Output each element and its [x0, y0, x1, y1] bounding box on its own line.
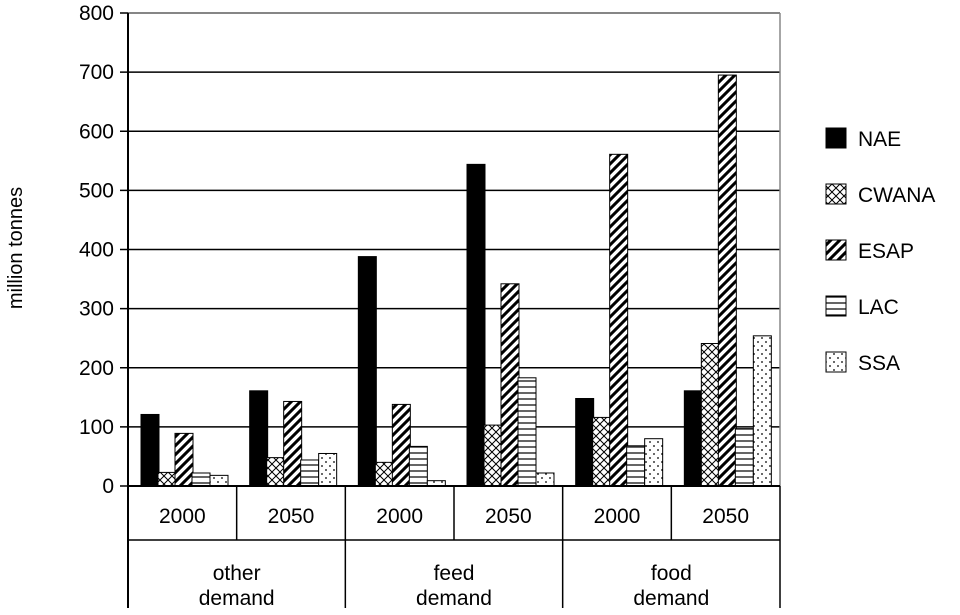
x-year-label: 2000: [594, 505, 641, 528]
bar-lac: [191, 472, 211, 487]
bar-lac: [626, 445, 646, 487]
bar-lac: [734, 428, 754, 487]
y-tick-label: 400: [79, 239, 114, 262]
legend-swatch-nae: [825, 127, 847, 149]
legend-label-cwana: CWANA: [858, 184, 935, 207]
x-year-label: 2000: [159, 505, 206, 528]
x-year-label: 2050: [268, 505, 315, 528]
bar-cwana: [157, 471, 177, 487]
bar-esap: [717, 74, 737, 487]
y-tick-label: 500: [79, 179, 114, 202]
bar-nae: [249, 390, 269, 487]
bar-lac: [408, 445, 428, 487]
bars: [140, 74, 772, 487]
x-group-label: demand: [633, 587, 709, 610]
bar-esap: [283, 400, 303, 487]
grid-lines: [128, 12, 780, 428]
bar-ssa: [752, 335, 772, 487]
y-tick-labels: 0 100 200 300 400 500 600 700 800: [79, 2, 114, 498]
y-tick-label: 300: [79, 298, 114, 321]
bar-cwana: [483, 424, 503, 487]
legend-label-nae: NAE: [858, 128, 901, 151]
y-tick-label: 700: [79, 61, 114, 84]
legend-swatch-cwana: [825, 183, 847, 205]
bar-lac: [300, 459, 320, 487]
bar-esap: [500, 283, 520, 487]
bar-cwana: [266, 457, 286, 487]
y-axis-label: million tonnes: [5, 187, 27, 309]
x-group-label: food: [651, 562, 692, 585]
axes: [120, 12, 781, 608]
x-group-label: demand: [416, 587, 492, 610]
bar-ssa: [644, 438, 664, 487]
legend-label-ssa: SSA: [858, 352, 900, 375]
x-year-label: 2000: [376, 505, 423, 528]
bar-nae: [466, 163, 486, 487]
bar-esap: [174, 432, 194, 487]
x-group-label: demand: [199, 587, 275, 610]
bar-ssa: [209, 474, 229, 487]
y-tick-label: 100: [79, 416, 114, 439]
x-year-label: 2050: [702, 505, 749, 528]
legend-swatch-ssa: [825, 351, 847, 373]
y-tick-label: 200: [79, 357, 114, 380]
y-tick-label: 800: [79, 2, 114, 25]
y-tick-label: 0: [102, 475, 114, 498]
bar-nae: [140, 413, 160, 487]
bar-esap: [391, 403, 411, 487]
legend-swatch-lac: [825, 295, 847, 317]
bar-nae: [683, 390, 703, 487]
legend: NAE CWANA ESAP LAC SSA: [825, 127, 935, 375]
legend-label-lac: LAC: [858, 296, 899, 319]
bar-cwana: [592, 416, 612, 487]
bar-ssa: [318, 452, 338, 487]
x-group-label: other: [213, 562, 261, 585]
bar-nae: [575, 397, 595, 487]
bar-lac: [517, 377, 537, 487]
x-year-label: 2050: [485, 505, 532, 528]
bar-esap: [609, 153, 629, 487]
bar-nae: [357, 256, 377, 487]
bar-cwana: [700, 343, 720, 487]
legend-swatch-esap: [825, 239, 847, 261]
legend-label-esap: ESAP: [858, 240, 914, 263]
y-tick-label: 600: [79, 120, 114, 143]
bar-ssa: [535, 472, 555, 487]
x-group-label: feed: [434, 562, 475, 585]
bar-cwana: [374, 461, 394, 487]
